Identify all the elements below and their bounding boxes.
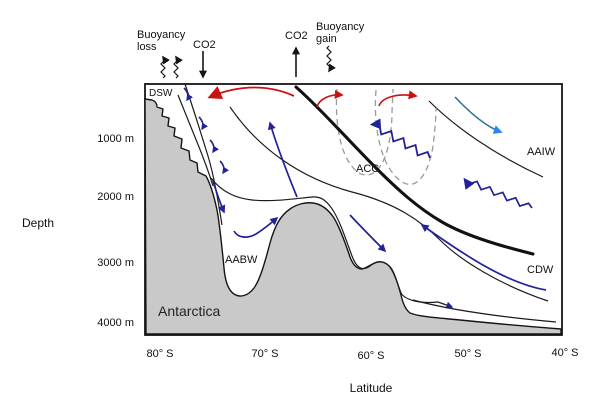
streamline-slope-inner <box>177 94 214 187</box>
aabw-label: AABW <box>225 254 258 266</box>
mixing-wavy-arrow-central <box>369 118 431 159</box>
streamline-slope-outer <box>184 83 223 226</box>
acc-front-line <box>294 85 535 256</box>
slope-eddy-arrow-4 <box>219 160 230 175</box>
buoyancy-loss-label-line2: loss <box>137 41 157 53</box>
latitude-axis-title: Latitude <box>350 381 393 395</box>
basin-recirculation-arrow <box>233 216 279 238</box>
latitude-tick-60s: 60° S <box>357 350 384 362</box>
depth-tick-2000m: 2000 m <box>97 191 134 203</box>
co2-label-left: CO2 <box>193 39 216 51</box>
upwelling-arrow-long <box>268 121 298 198</box>
ridge-overflow-arrow <box>349 214 387 253</box>
buoyancy-gain-label-line2: gain <box>316 33 337 45</box>
cdw-inflow-arrow <box>420 224 547 291</box>
latitude-tick-80s: 80° S <box>146 348 173 360</box>
latitude-tick-70s: 70° S <box>251 348 278 360</box>
buoyancy-loss-wavy-arrow-2 <box>173 55 183 79</box>
surface-westward-red-arrow <box>207 86 295 99</box>
aaiw-label: AAIW <box>527 146 556 158</box>
surface-red-arrow-2 <box>378 90 418 107</box>
antarctica-landmass <box>144 98 562 335</box>
slope-eddy-arrow-3 <box>209 139 220 154</box>
aaiw-subduction-arrow <box>454 96 503 134</box>
dsw-label: DSW <box>149 88 173 99</box>
upwelling-dashed-contour-outer <box>374 89 437 185</box>
buoyancy-loss-label-line1: Buoyancy <box>137 29 186 41</box>
streamline-mid-sweep <box>229 106 549 302</box>
surface-red-arrow-1 <box>316 89 344 108</box>
buoyancy-gain-label-line1: Buoyancy <box>316 21 365 33</box>
streamline-aaiw-upper <box>428 100 544 178</box>
co2-label-right: CO2 <box>285 30 308 42</box>
buoyancy-gain-wavy-arrow <box>326 45 336 73</box>
latitude-tick-40s: 40° S <box>551 347 578 359</box>
mixing-wavy-arrow-right <box>463 177 533 209</box>
upwelling-dashed-contour-inner <box>335 88 394 176</box>
streamline-aabw-export <box>210 177 454 309</box>
antarctica-label: Antarctica <box>158 303 220 319</box>
depth-tick-1000m: 1000 m <box>97 133 134 145</box>
depth-tick-4000m: 4000 m <box>97 317 134 329</box>
buoyancy-loss-wavy-arrow-1 <box>160 55 170 79</box>
downslope-arrow <box>212 180 226 214</box>
depth-axis-title: Depth <box>22 216 54 230</box>
depth-tick-3000m: 3000 m <box>97 257 134 269</box>
cdw-label: CDW <box>527 264 554 276</box>
slope-eddy-arrow-2 <box>198 116 209 131</box>
slope-eddy-arrow-1 <box>183 87 194 102</box>
streamline-seafloor <box>412 299 557 323</box>
acc-label: ACC <box>356 163 379 175</box>
latitude-tick-50s: 50° S <box>454 348 481 360</box>
